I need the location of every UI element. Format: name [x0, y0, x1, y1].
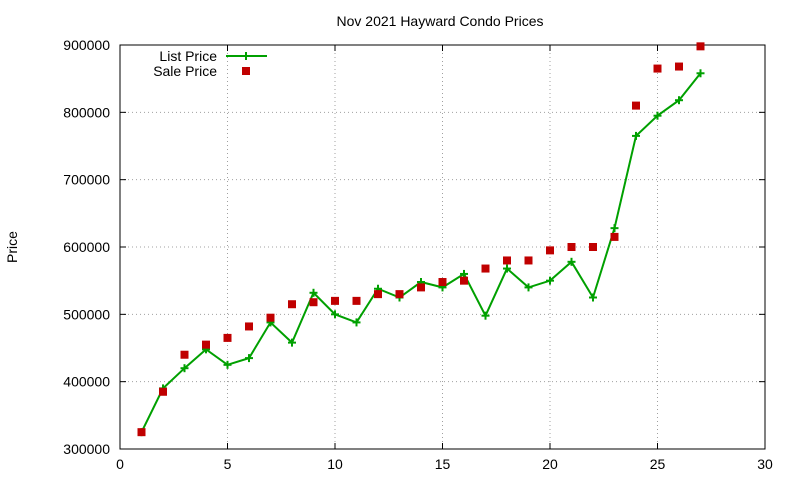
- legend-plus: [242, 52, 250, 60]
- list-price-point: [653, 111, 662, 120]
- sale-price-point: [524, 256, 533, 265]
- sale-price-point: [352, 296, 361, 305]
- list-price-point: [309, 288, 318, 297]
- sale-price-point: [395, 290, 404, 299]
- sale-price-point: [245, 322, 253, 331]
- sale-price-point: [438, 278, 447, 287]
- sale-price-point: [460, 276, 468, 285]
- sale-price-point: [653, 64, 662, 73]
- list-price-point: [352, 318, 361, 327]
- sale-price-point: [675, 62, 683, 71]
- y-axis: 300000 400000 500000 600000 700000 800000 9000…: [63, 37, 765, 457]
- y-tick-label: 400000: [63, 374, 110, 390]
- sale-price-point: [309, 298, 318, 307]
- sale-price-point: [159, 387, 167, 396]
- x-axis: 0 5 10 15 20 25 30: [116, 45, 773, 472]
- legend-square: [242, 67, 250, 75]
- list-price-point: [331, 310, 339, 319]
- sale-price-point: [417, 283, 425, 292]
- y-tick-label: 500000: [63, 306, 110, 322]
- x-tick-label: 25: [650, 456, 666, 472]
- list-price-point: [632, 131, 640, 140]
- x-tick-label: 0: [116, 456, 124, 472]
- list-price-point: [675, 96, 683, 105]
- y-tick-label: 900000: [63, 37, 110, 53]
- list-price-point: [481, 311, 490, 320]
- list-price-point: [610, 224, 619, 233]
- x-tick-label: 10: [327, 456, 343, 472]
- series-sale-price: [137, 42, 705, 437]
- sale-price-point: [546, 246, 554, 255]
- x-tick-label: 20: [542, 456, 558, 472]
- chart-title: Nov 2021 Hayward Condo Prices: [337, 13, 544, 29]
- series-list-price: [137, 69, 705, 437]
- list-price-point: [245, 354, 253, 363]
- sale-price-point: [632, 101, 640, 110]
- list-price-point: [567, 257, 576, 266]
- sale-price-point: [503, 256, 511, 265]
- sale-price-point: [331, 296, 339, 305]
- sale-price-point: [589, 243, 597, 251]
- sale-price-point: [481, 264, 490, 273]
- sale-price-point: [137, 428, 146, 437]
- legend-label-sale-price: Sale Price: [153, 63, 217, 79]
- legend: List Price Sale Price: [153, 48, 267, 79]
- sale-price-point: [374, 290, 382, 299]
- sale-price-point: [288, 300, 296, 309]
- list-price-point: [180, 364, 189, 373]
- legend-marker-sale-price: [242, 67, 250, 75]
- sale-price-point: [610, 232, 619, 241]
- y-tick-label: 800000: [63, 104, 110, 120]
- y-axis-label: Price: [4, 231, 20, 263]
- y-tick-label: 300000: [63, 441, 110, 457]
- list-price-point: [589, 293, 597, 302]
- list-price-point: [223, 360, 232, 369]
- y-tick-label: 600000: [63, 239, 110, 255]
- sale-price-point: [696, 42, 705, 51]
- list-price-point: [546, 276, 554, 285]
- legend-label-list-price: List Price: [159, 48, 217, 64]
- list-price-line: [140, 72, 702, 433]
- list-price-point: [524, 283, 533, 292]
- legend-marker-list-price: [242, 52, 250, 60]
- list-price-point: [696, 69, 705, 78]
- list-price-point: [460, 269, 468, 278]
- sale-price-point: [567, 243, 576, 251]
- sale-price-point: [266, 313, 275, 322]
- sale-price-point: [180, 350, 189, 359]
- list-price-point: [288, 338, 296, 347]
- gridlines: [120, 45, 765, 449]
- y-tick-label: 700000: [63, 172, 110, 188]
- list-price-point: [503, 264, 511, 273]
- sale-price-point: [202, 340, 210, 349]
- series-layer: [137, 42, 705, 437]
- x-tick-label: 15: [435, 456, 451, 472]
- sale-price-point: [223, 333, 232, 342]
- x-tick-label: 5: [224, 456, 232, 472]
- x-tick-label: 30: [757, 456, 773, 472]
